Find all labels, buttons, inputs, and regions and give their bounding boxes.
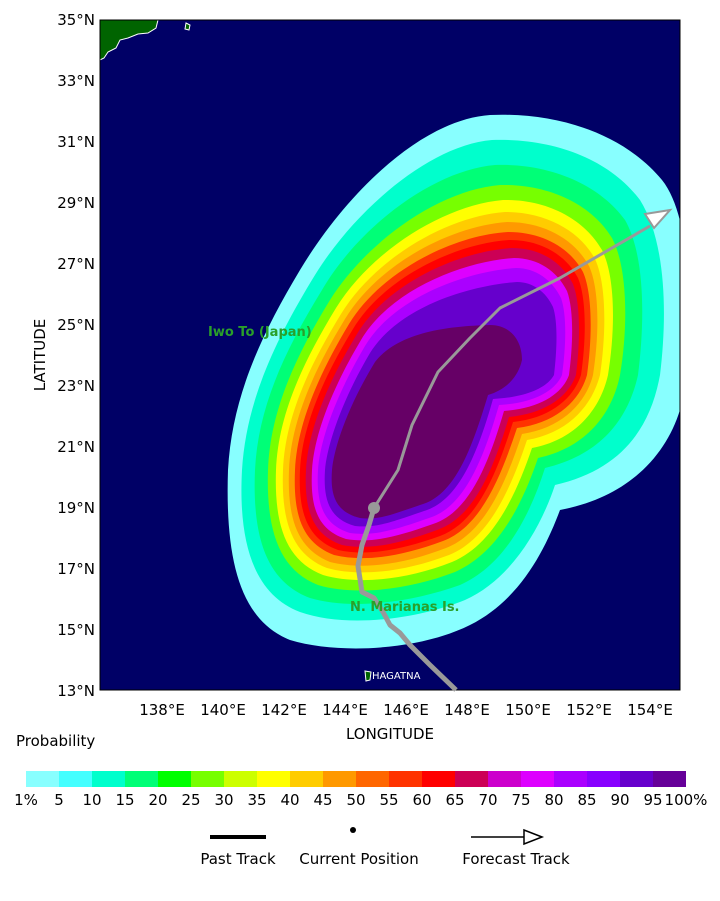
colorbar-ticks: 1% 5 10 15 20 25 30 35 40 45 50 55 60 65 70 75 80 85 90 95 1… [0,791,720,811]
colorbar-swatch [653,771,686,787]
guam-island [364,670,372,682]
probability-map: Iwo To (Japan) N. Marianas Is. HAGATNA 3… [31,11,681,743]
lat-label: 31°N [57,133,95,151]
tracks [355,208,673,692]
lat-label: 27°N [57,255,95,273]
legend-past-track: Past Track [158,820,318,880]
lon-label: 148°E [444,701,490,719]
colorbar-swatch [488,771,521,787]
legend-current-position-label: Current Position [299,850,419,868]
colorbar-tick-label: 25 [181,791,201,809]
map-frame [99,19,681,691]
lon-label: 154°E [627,701,673,719]
lon-label: 144°E [322,701,368,719]
land-masses [99,19,372,682]
colorbar-tick-label: 60 [412,791,432,809]
colorbar-swatch [257,771,290,787]
colorbar-swatch [92,771,125,787]
lon-label: 150°E [505,701,551,719]
colorbar-tick-label: 1% [14,791,38,809]
latitude-axis: 35°N 33°N 31°N 29°N 27°N 25°N 23°N 21°N … [31,11,95,700]
track-legend: Past Track Current Position Forecast Tra… [0,820,720,880]
place-labels: Iwo To (Japan) N. Marianas Is. HAGATNA [208,325,460,682]
lat-label: 15°N [57,621,95,639]
colorbar-tick-label: 50 [346,791,366,809]
colorbar-swatch [158,771,191,787]
colorbar-tick-label: 15 [115,791,135,809]
colorbar-tick-label: 5 [54,791,64,809]
japan-coast [99,19,159,61]
colorbar-tick-label: 75 [511,791,531,809]
lon-label: 142°E [261,701,307,719]
small-island [184,22,191,31]
colorbar-tick-label: 90 [610,791,630,809]
forecast-arrow-head [643,208,673,230]
swath-band-95 [331,325,522,519]
colorbar-swatch [125,771,158,787]
colorbar-swatch [356,771,389,787]
y-axis-title: LATITUDE [31,319,49,392]
colorbar-swatch [620,771,653,787]
colorbar-tick-label: 55 [379,791,399,809]
colorbar-tick-label: 100% [664,791,708,809]
colorbar-swatch [587,771,620,787]
probability-swath [227,114,680,649]
current-position-symbol [350,827,356,833]
lat-label: 23°N [57,377,95,395]
colorbar-swatch [224,771,257,787]
lon-label: 138°E [139,701,185,719]
colorbar-swatch [422,771,455,787]
colorbar-swatch [521,771,554,787]
colorbar-tick-label: 40 [280,791,300,809]
past-track-symbol [210,835,266,839]
forecast-track-symbol [471,828,545,846]
lat-label: 29°N [57,194,95,212]
legend-forecast-track-label: Forecast Track [462,850,570,868]
colorbar-tick-label: 70 [478,791,498,809]
lat-label: 19°N [57,499,95,517]
colorbar-tick-label: 30 [214,791,234,809]
colorbar-tick-label: 20 [148,791,168,809]
colorbar-tick-label: 85 [577,791,597,809]
past-track-line [355,507,458,692]
lat-label: 17°N [57,560,95,578]
colorbar-swatch [26,771,59,787]
colorbar-swatch [290,771,323,787]
place-hagatna: HAGATNA [372,671,421,682]
colorbar-tick-label: 45 [313,791,333,809]
colorbar-swatch [59,771,92,787]
colorbar-tick-label: 65 [445,791,465,809]
lat-label: 33°N [57,72,95,90]
legend-forecast-track: Forecast Track [436,820,596,880]
colorbar-swatch [389,771,422,787]
lat-label: 35°N [57,11,95,29]
colorbar-tick-label: 80 [544,791,564,809]
x-axis-title: LONGITUDE [346,725,434,743]
colorbar-tick-label: 95 [643,791,663,809]
colorbar-tick-label: 10 [82,791,102,809]
legend-past-track-label: Past Track [200,850,276,868]
lon-label: 146°E [383,701,429,719]
colorbar-swatch [191,771,224,787]
probability-colorbar [26,771,686,787]
legend-title: Probability [16,732,96,750]
colorbar-swatch [323,771,356,787]
current-position-marker [368,502,380,514]
forecast-track-line [372,224,651,509]
colorbar-tick-label: 35 [247,791,267,809]
lon-label: 152°E [566,701,612,719]
lat-label: 13°N [57,682,95,700]
place-iwo-to: Iwo To (Japan) [208,325,312,340]
lat-label: 21°N [57,438,95,456]
colorbar-swatch [455,771,488,787]
place-marianas: N. Marianas Is. [350,600,460,615]
legend-current-position: Current Position [279,820,439,880]
longitude-axis: 138°E 140°E 142°E 144°E 146°E 148°E 150°… [139,701,673,743]
lon-label: 140°E [200,701,246,719]
lat-label: 25°N [57,316,95,334]
colorbar-swatch [554,771,587,787]
